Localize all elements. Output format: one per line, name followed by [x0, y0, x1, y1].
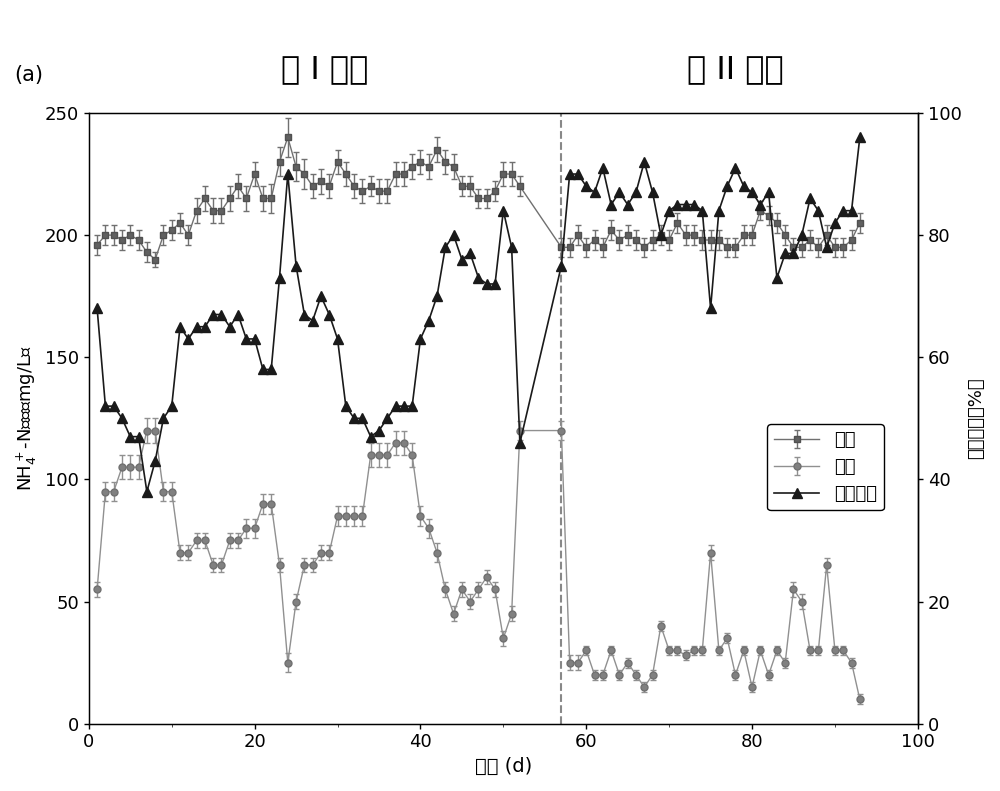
- 氨氧化率: [854, 133, 866, 142]
- Text: (a): (a): [14, 66, 43, 85]
- 氨氧化率: [249, 334, 261, 343]
- 氨氧化率: [191, 322, 203, 331]
- Text: 第 II 阶段: 第 II 阶段: [687, 55, 784, 85]
- 氨氧化率: [91, 304, 103, 313]
- Line: 氨氧化率: 氨氧化率: [92, 133, 865, 497]
- 氨氧化率: [141, 487, 153, 497]
- 氨氧化率: [472, 273, 484, 282]
- Y-axis label: 氨氧化率（%）: 氨氧化率（%）: [967, 377, 985, 459]
- Text: 第 I 阶段: 第 I 阶段: [281, 55, 369, 85]
- 氨氧化率: [174, 322, 186, 331]
- 氨氧化率: [381, 414, 393, 423]
- Legend: 进水, 出水, 氨氧化率: 进水, 出水, 氨氧化率: [767, 424, 884, 510]
- Y-axis label: NH$_4^+$-N浓度（mg/L）: NH$_4^+$-N浓度（mg/L）: [15, 346, 39, 491]
- X-axis label: 时间 (d): 时间 (d): [475, 757, 532, 776]
- 氨氧化率: [779, 248, 791, 258]
